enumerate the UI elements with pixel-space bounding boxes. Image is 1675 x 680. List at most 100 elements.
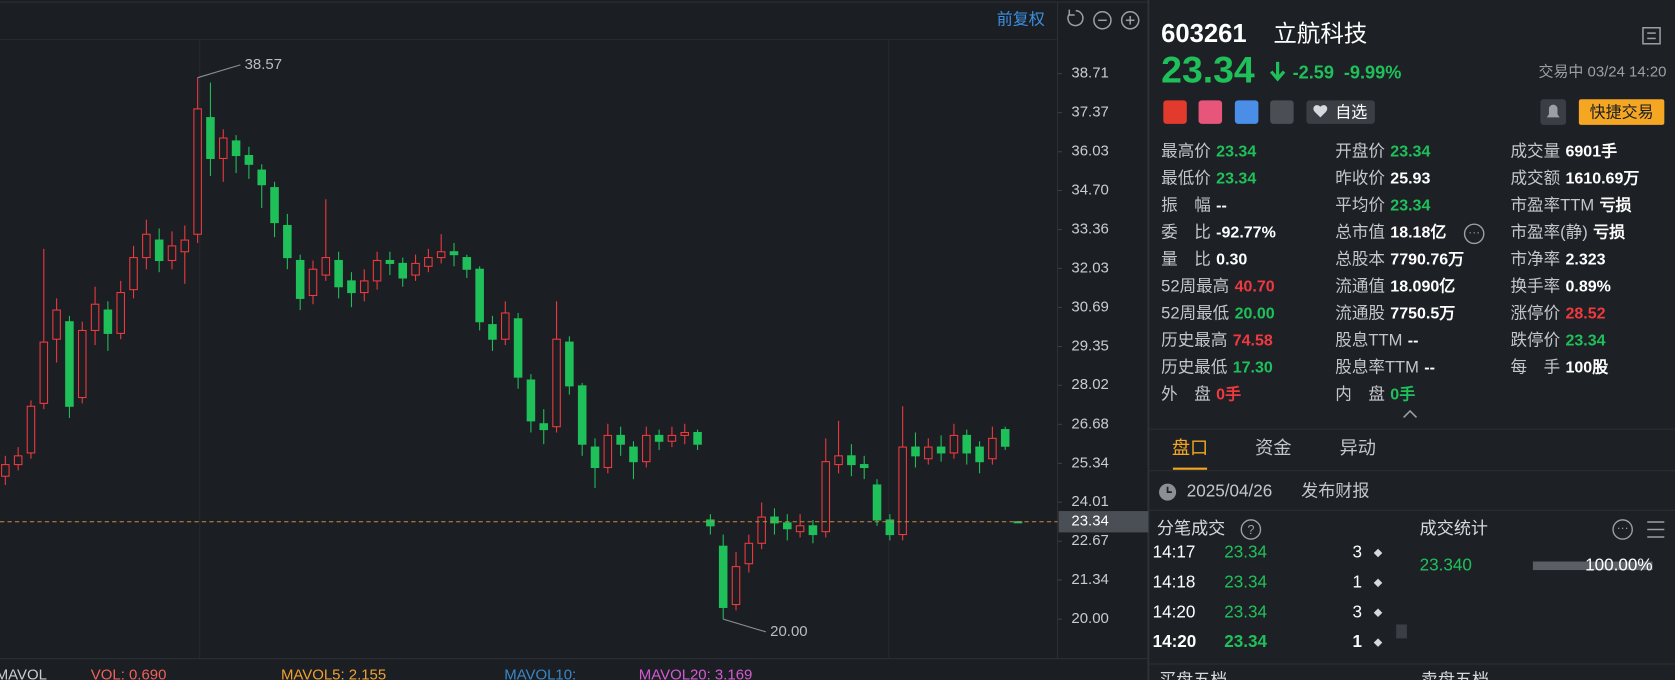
candle-body	[859, 464, 869, 469]
candle-body	[129, 257, 138, 291]
candle-body	[539, 423, 549, 431]
stat-value: 0.30	[1216, 252, 1247, 269]
stat-item: 市盈率TTM 亏损	[1510, 196, 1631, 215]
candle-body	[654, 434, 664, 442]
stat-item: 昨收价 25.93	[1335, 169, 1430, 188]
trade-list: 14:17 23.34 3 14:18 23.34 1 14:20 23.34 3 14:20 23…	[1153, 542, 1383, 651]
candle-body	[847, 455, 856, 466]
candle-body	[962, 434, 972, 454]
candle-body	[218, 137, 228, 159]
candle-body	[744, 542, 754, 565]
stat-value: 23.34	[1566, 333, 1606, 350]
tab[interactable]: 盘口	[1172, 438, 1208, 458]
stat-item: 最高价 23.34	[1161, 142, 1256, 161]
candle-body	[795, 525, 805, 533]
zoom-out-icon[interactable]	[1093, 10, 1112, 30]
help-icon[interactable]	[1240, 519, 1262, 540]
quick-trade-button[interactable]	[1578, 99, 1665, 125]
stat-value: 7790.76万	[1390, 252, 1464, 269]
scrollbar[interactable]	[1396, 624, 1407, 639]
trades-title: 分笔成交	[1157, 519, 1225, 538]
trade-volume: 3	[1353, 542, 1363, 561]
market-flag	[1163, 100, 1187, 124]
last-price: 23.34	[1161, 48, 1255, 90]
deal-share-bar	[1532, 561, 1653, 571]
candle-body	[975, 446, 984, 463]
notice-date[interactable]: 2025/04/26	[1187, 482, 1273, 501]
collapse-chevron[interactable]	[1403, 409, 1418, 418]
stat-item: 总股本 7790.76万	[1335, 250, 1464, 269]
zoom-in-icon[interactable]	[1120, 10, 1140, 30]
stat-label: 涨停价	[1510, 304, 1560, 323]
candle-body	[359, 280, 369, 294]
stat-value: --	[1216, 198, 1227, 215]
note-icon[interactable]	[1270, 100, 1294, 124]
candle-body	[783, 522, 792, 530]
watch-label[interactable]: 自选	[1335, 103, 1367, 121]
candle-body	[398, 262, 407, 279]
tab[interactable]: 异动	[1340, 438, 1376, 458]
candle-body	[603, 434, 613, 469]
options-icon[interactable]	[1612, 519, 1633, 540]
reset-icon[interactable]	[1067, 9, 1084, 27]
trade-flag	[1373, 608, 1383, 618]
stat-label: 成交额	[1510, 169, 1560, 188]
candle-body	[26, 405, 36, 454]
tab[interactable]: 资金	[1255, 438, 1291, 458]
candle-body	[488, 324, 497, 340]
stat-value: 23.34	[1390, 144, 1430, 161]
list-icon[interactable]	[1647, 521, 1665, 538]
stat-value: 18.090亿	[1390, 277, 1455, 296]
candle-body	[283, 224, 292, 259]
adjust-button[interactable]: 前复权	[997, 11, 1045, 29]
stat-label: 流通股	[1335, 304, 1385, 323]
stat-item: 涨停价 28.52	[1510, 304, 1605, 323]
candle-body	[13, 455, 23, 466]
bell-icon	[1546, 104, 1560, 118]
trade-price: 23.34	[1224, 602, 1267, 621]
candle-body	[449, 251, 459, 256]
quick-trade-label[interactable]: 快捷交易	[1590, 103, 1654, 121]
more-icon[interactable]	[1463, 223, 1485, 245]
trade-time: 14:20	[1153, 602, 1196, 621]
buy-depth-title: 买盘五档	[1159, 671, 1227, 680]
stat-label: 最高价	[1161, 142, 1211, 161]
stat-item: 外 盘 0手	[1161, 385, 1241, 404]
stat-label: 总市值	[1335, 223, 1385, 242]
more-dots: ···	[1468, 226, 1480, 239]
tag-icon[interactable]	[1234, 100, 1259, 124]
candle-body	[924, 446, 933, 460]
stat-label: 52周最低	[1161, 304, 1229, 323]
tag-icon[interactable]	[1198, 100, 1223, 124]
stat-value: 23.34	[1216, 171, 1256, 188]
trade-volume: 1	[1353, 572, 1363, 591]
candle-body	[103, 309, 113, 334]
candle-body	[911, 446, 920, 457]
stat-item: 总市值 18.18亿	[1335, 223, 1446, 242]
stock-name: 立航科技	[1273, 20, 1367, 46]
candle-body	[1000, 429, 1010, 447]
candle-body	[321, 257, 331, 276]
layout-icon[interactable]	[1642, 27, 1661, 45]
candle-body	[513, 318, 523, 378]
stat-item: 委 比 -92.77%	[1161, 223, 1276, 242]
trade-flag	[1373, 578, 1383, 588]
y-tick-label: 21.34	[1071, 571, 1108, 588]
candle-body	[949, 434, 959, 454]
candle-body	[642, 434, 651, 463]
trade-volume: 3	[1353, 602, 1363, 621]
stat-value: 亏损	[1593, 223, 1625, 242]
stat-label: 外 盘	[1161, 385, 1211, 404]
stat-item: 历史最高 74.58	[1161, 331, 1273, 350]
candle-body	[590, 446, 600, 469]
stat-label: 量 比	[1161, 250, 1211, 269]
candle-body	[693, 431, 702, 445]
candle-body	[680, 431, 690, 436]
stat-value: 25.93	[1390, 171, 1430, 188]
stat-item: 股息率TTM --	[1335, 358, 1435, 377]
stat-item: 股息TTM --	[1335, 331, 1418, 350]
stat-label: 委 比	[1161, 223, 1211, 242]
trade-time: 14:18	[1153, 572, 1196, 591]
notice-text[interactable]: 发布财报	[1301, 482, 1369, 501]
stat-value: 2.323	[1566, 252, 1606, 269]
